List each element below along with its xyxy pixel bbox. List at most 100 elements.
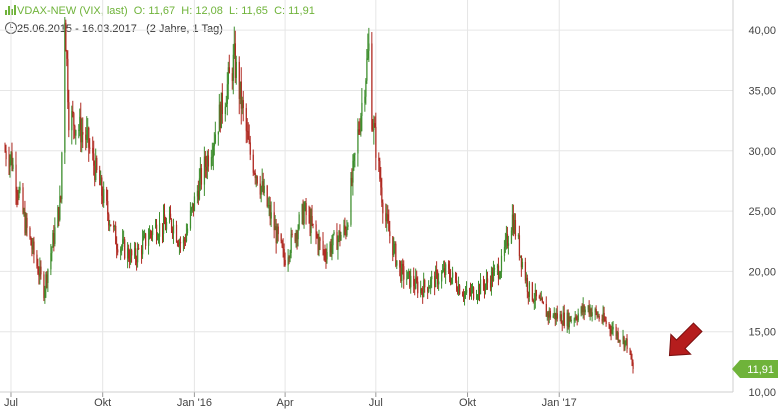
candle-body	[177, 243, 180, 247]
candle-body	[343, 225, 345, 235]
candle-body	[528, 282, 531, 297]
candle-body	[294, 234, 296, 242]
candle-body	[626, 338, 628, 349]
candle-body	[44, 289, 46, 298]
candle-body	[591, 312, 593, 316]
candle-body	[549, 310, 551, 318]
candle-body	[129, 258, 131, 263]
candle-body	[260, 186, 262, 195]
candle-body	[442, 271, 444, 273]
candle-body	[297, 228, 299, 240]
candle-body	[102, 195, 104, 203]
candle-body	[148, 238, 150, 246]
candle-body	[611, 329, 613, 334]
candle-body	[443, 268, 445, 272]
candle-body	[622, 336, 624, 341]
candle-body	[580, 306, 582, 314]
candle-body	[165, 221, 168, 230]
candle-body	[531, 282, 534, 301]
candle-body	[438, 281, 440, 285]
candle-body	[19, 187, 21, 191]
candle-body	[103, 189, 105, 203]
candle-body	[366, 58, 368, 81]
candle-body	[137, 247, 139, 263]
candle-body	[434, 276, 436, 288]
candle-body	[452, 272, 454, 278]
candle-body	[477, 285, 480, 296]
candle-body	[448, 264, 450, 269]
candle-body	[18, 190, 20, 198]
candle-body	[365, 80, 367, 97]
candle-body	[159, 223, 161, 237]
candle-body	[421, 288, 423, 292]
candle-body	[289, 252, 291, 258]
candle-body	[234, 43, 236, 78]
candle-body	[296, 232, 298, 240]
candle-body	[40, 266, 42, 275]
candle-body	[437, 271, 439, 285]
candle-body	[93, 153, 95, 166]
candle-body	[79, 116, 81, 130]
candle-body	[179, 241, 182, 244]
candle-body	[326, 252, 328, 260]
candle-body	[151, 233, 153, 236]
candle-body	[371, 43, 373, 130]
candle-body	[430, 279, 432, 287]
candle-body	[605, 320, 607, 324]
candle-body	[498, 276, 501, 279]
candle-body	[420, 288, 422, 294]
y-tick-label: 15,00	[748, 327, 776, 339]
candle-body	[539, 298, 541, 301]
candle-body	[311, 215, 313, 224]
candle-body	[458, 285, 460, 294]
candle-body	[353, 154, 355, 161]
candle-body	[435, 270, 437, 288]
candle-body	[340, 234, 342, 241]
candle-body	[422, 291, 424, 297]
candle-body	[540, 298, 542, 301]
low-value: L: 11,65	[228, 5, 268, 17]
candle-body	[347, 224, 349, 227]
candle-body	[548, 310, 550, 318]
candle-body	[590, 308, 592, 316]
candle-body	[512, 214, 515, 233]
candle-body	[399, 260, 401, 268]
candle-body	[602, 312, 604, 322]
candle-body	[417, 281, 419, 294]
candle-body	[141, 249, 143, 255]
candle-body	[196, 190, 199, 197]
candle-body	[134, 248, 136, 256]
candle-body	[249, 142, 251, 155]
candle-body	[511, 214, 514, 231]
candle-body	[575, 316, 577, 320]
candle-body	[113, 225, 115, 227]
candle-body	[238, 61, 240, 99]
candle-body	[333, 232, 335, 235]
candle-body	[380, 178, 382, 188]
candle-body	[631, 358, 633, 363]
candle-body	[82, 132, 84, 135]
candle-body	[402, 263, 404, 267]
candle-body	[632, 362, 634, 369]
candle-body	[378, 157, 380, 161]
candle-body	[47, 269, 49, 283]
candle-body	[436, 270, 438, 272]
candle-body	[506, 234, 509, 246]
candle-body	[471, 288, 473, 294]
candle-body	[444, 268, 446, 276]
y-tick-label: 25,00	[748, 206, 776, 218]
candle-body	[22, 187, 24, 213]
candle-body	[191, 203, 194, 208]
candle-body	[144, 233, 146, 236]
candle-body	[277, 226, 279, 235]
candle-body	[29, 227, 31, 238]
candle-body	[387, 214, 389, 221]
candle-body	[513, 220, 516, 233]
candle-body	[9, 158, 11, 167]
y-tick-label: 40,00	[748, 25, 776, 37]
candle-body	[193, 196, 196, 212]
candle-body	[190, 207, 193, 211]
candle-body	[486, 278, 489, 283]
candle-body	[248, 139, 250, 143]
candle-body	[255, 176, 257, 179]
